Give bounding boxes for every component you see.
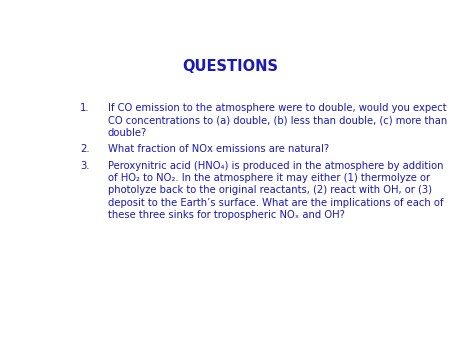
Text: double?: double? bbox=[108, 128, 147, 138]
Text: 3.: 3. bbox=[80, 161, 90, 171]
Text: deposit to the Earth’s surface. What are the implications of each of: deposit to the Earth’s surface. What are… bbox=[108, 198, 443, 208]
Text: 2.: 2. bbox=[80, 144, 90, 154]
Text: these three sinks for tropospheric NOₓ and OH?: these three sinks for tropospheric NOₓ a… bbox=[108, 210, 345, 220]
Text: photolyze back to the original reactants, (2) react with OH, or (3): photolyze back to the original reactants… bbox=[108, 185, 432, 195]
Text: CO concentrations to (a) double, (b) less than double, (c) more than: CO concentrations to (a) double, (b) les… bbox=[108, 115, 447, 125]
Text: of HO₂ to NO₂. In the atmosphere it may either (1) thermolyze or: of HO₂ to NO₂. In the atmosphere it may … bbox=[108, 173, 430, 183]
Text: QUESTIONS: QUESTIONS bbox=[183, 59, 279, 74]
Text: 1.: 1. bbox=[80, 103, 90, 113]
Text: If CO emission to the atmosphere were to double, would you expect: If CO emission to the atmosphere were to… bbox=[108, 103, 446, 113]
Text: Peroxynitric acid (HNO₄) is produced in the atmosphere by addition: Peroxynitric acid (HNO₄) is produced in … bbox=[108, 161, 443, 171]
Text: What fraction of NOx emissions are natural?: What fraction of NOx emissions are natur… bbox=[108, 144, 329, 154]
